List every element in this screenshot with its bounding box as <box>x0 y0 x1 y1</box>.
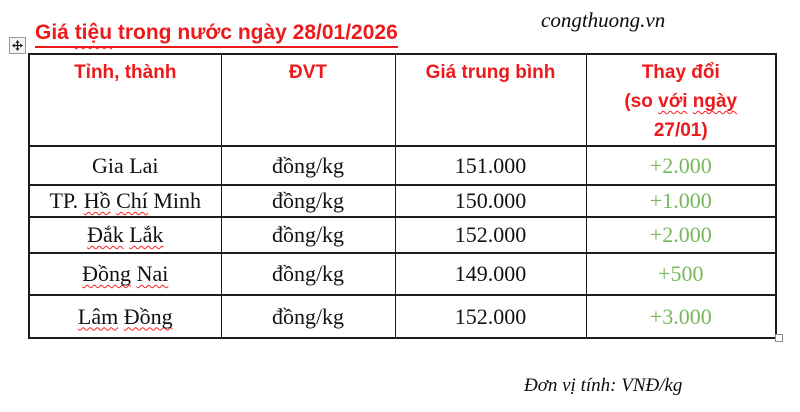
cell-unit: đồng/kg <box>220 216 396 254</box>
column-header-unit: ĐVT <box>220 53 396 147</box>
cell-change: +1.000 <box>585 184 777 218</box>
cell-province: TP. Hồ Chí Minh <box>28 184 222 218</box>
header-line: Thay đổi <box>591 58 772 87</box>
text-fragment: ĐVT <box>289 62 327 83</box>
misspelled-word: Đồng <box>123 303 173 329</box>
site-name: congthuong.vn <box>541 8 666 32</box>
cell-change: +3.000 <box>585 294 777 339</box>
misspelled-word: ngày <box>692 91 738 112</box>
misspelled-word: Hồ <box>83 188 111 213</box>
title-underlined-text: Giá tiệu trong nước ngày 28/01/2026 <box>35 21 398 49</box>
column-header-change: Thay đổi (so với ngày 27/01) <box>585 53 777 147</box>
move-cross-icon <box>12 40 23 51</box>
misspelled-word: Đồng <box>82 261 132 286</box>
text-fragment: Gia Lai <box>91 152 159 178</box>
text-fragment: Giá <box>35 21 75 45</box>
cell-unit: đồng/kg <box>220 145 396 186</box>
column-header-avg-price: Giá trung bình <box>394 53 587 147</box>
text-fragment: 27/01) <box>653 120 708 141</box>
misspelled-word: Lâm <box>77 303 119 329</box>
header-line: 27/01) <box>591 116 772 144</box>
column-header-province: Tỉnh, thành <box>28 53 222 147</box>
table-row: Gia Lai đồng/kg 151.000 +2.000 <box>28 145 777 186</box>
price-table: Tỉnh, thành ĐVT Giá trung bình Thay đổi (so … <box>28 53 777 339</box>
text-fragment: TP. <box>49 188 84 213</box>
misspelled-word: Đắk <box>87 222 124 247</box>
header-line: ĐVT <box>226 58 391 87</box>
table-row: TP. Hồ Chí Minh đồng/kg 150.000 +1.000 <box>28 184 777 218</box>
text-fragment: Tỉnh, thành <box>74 62 177 83</box>
cell-province: Gia Lai <box>28 145 222 186</box>
table-resize-handle[interactable] <box>775 334 783 342</box>
header-line: Tỉnh, thành <box>34 58 217 87</box>
cell-unit: đồng/kg <box>220 252 396 296</box>
cell-price: 152.000 <box>394 216 587 254</box>
cell-price: 149.000 <box>394 252 587 296</box>
text-fragment: trong nước ngày 28/01/2026 <box>112 21 398 45</box>
table-move-handle[interactable] <box>9 37 26 54</box>
table-row: Lâm Đồng đồng/kg 152.000 +3.000 <box>28 294 777 339</box>
cell-change: +2.000 <box>585 145 777 186</box>
cell-unit: đồng/kg <box>220 184 396 218</box>
cell-change: +2.000 <box>585 216 777 254</box>
cell-price: 152.000 <box>394 294 587 339</box>
text-fragment: Minh <box>147 188 202 213</box>
page-title: Giá tiệu trong nước ngày 28/01/2026 <box>35 21 398 49</box>
header-line: (so với ngày <box>591 87 772 116</box>
misspelled-word: Nai <box>136 261 169 286</box>
misspelled-word: tiệu <box>74 21 113 45</box>
unit-note: Đơn vị tính: VNĐ/kg <box>524 375 683 396</box>
misspelled-word: với <box>658 91 688 112</box>
cell-price: 150.000 <box>394 184 587 218</box>
misspelled-word: Chí <box>116 188 148 213</box>
text-fragment: Giá trung bình <box>425 62 556 83</box>
cell-unit: đồng/kg <box>220 294 396 339</box>
cell-province: Đồng Nai <box>28 252 222 296</box>
cell-province: Lâm Đồng <box>28 294 222 339</box>
table-header-row: Tỉnh, thành ĐVT Giá trung bình Thay đổi (so … <box>28 53 777 147</box>
cell-price: 151.000 <box>394 145 587 186</box>
text-fragment: Thay đổi <box>641 62 720 83</box>
text-fragment: (so <box>624 91 659 112</box>
table-row: Đắk Lắk đồng/kg 152.000 +2.000 <box>28 216 777 254</box>
cell-change: +500 <box>585 252 777 296</box>
table-row: Đồng Nai đồng/kg 149.000 +500 <box>28 252 777 296</box>
misspelled-word: Lắk <box>129 222 164 247</box>
header-line: Giá trung bình <box>400 58 582 87</box>
table-body: Gia Lai đồng/kg 151.000 +2.000 TP. Hồ Chí Mi… <box>28 145 777 339</box>
cell-province: Đắk Lắk <box>28 216 222 254</box>
